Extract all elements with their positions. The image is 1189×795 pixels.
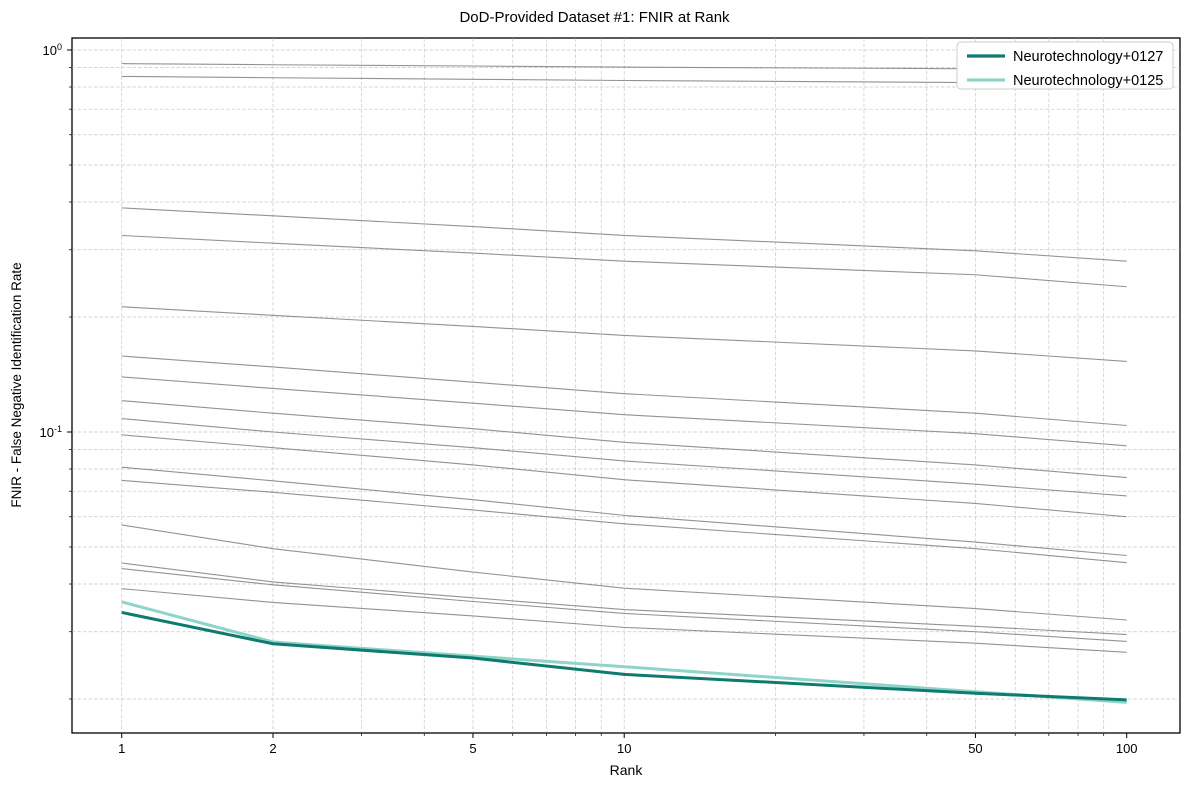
- svg-text:5: 5: [469, 741, 476, 756]
- svg-text:Neurotechnology+0127: Neurotechnology+0127: [1013, 49, 1163, 65]
- svg-text:FNIR - False Negative Identifi: FNIR - False Negative Identification Rat…: [9, 262, 24, 507]
- svg-text:10: 10: [617, 741, 631, 756]
- svg-text:100: 100: [1116, 741, 1138, 756]
- svg-text:1: 1: [118, 741, 125, 756]
- svg-text:50: 50: [968, 741, 982, 756]
- svg-text:DoD-Provided Dataset #1: FNIR: DoD-Provided Dataset #1: FNIR at Rank: [459, 9, 730, 26]
- svg-text:2: 2: [269, 741, 276, 756]
- svg-text:Rank: Rank: [610, 762, 644, 778]
- svg-text:Neurotechnology+0125: Neurotechnology+0125: [1013, 73, 1163, 89]
